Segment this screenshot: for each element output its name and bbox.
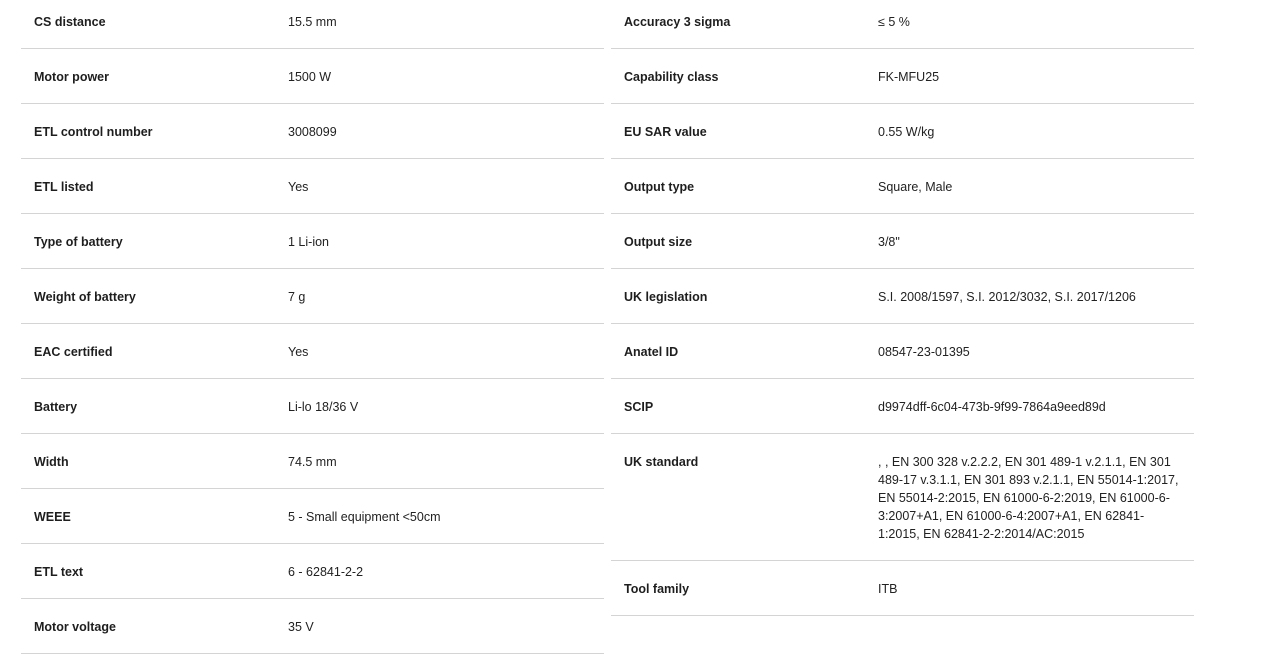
spec-label: EU SAR value bbox=[624, 125, 707, 139]
spec-label: Battery bbox=[34, 400, 78, 414]
spec-value: Yes bbox=[288, 180, 309, 194]
spec-label: SCIP bbox=[624, 400, 654, 414]
spec-value: 1500 W bbox=[288, 70, 332, 84]
spec-value: S.I. 2008/1597, S.I. 2012/3032, S.I. 201… bbox=[878, 290, 1136, 304]
spec-label: ETL listed bbox=[34, 180, 94, 194]
spec-label: WEEE bbox=[34, 510, 71, 524]
spec-label: CS distance bbox=[34, 15, 106, 29]
spec-value: 7 g bbox=[288, 290, 306, 304]
spec-value: 6 - 62841-2-2 bbox=[288, 565, 364, 579]
spec-value: 1 Li-ion bbox=[288, 235, 329, 249]
spec-label: Output type bbox=[624, 180, 695, 194]
spec-value: 3/8" bbox=[878, 235, 900, 249]
spec-row: UK standard , , EN 300 328 v.2.2.2, EN 30… bbox=[611, 434, 1194, 561]
spec-value: , , EN 300 328 v.2.2.2, EN 301 489-1 v.2… bbox=[878, 455, 1179, 541]
spec-label: Anatel ID bbox=[624, 345, 679, 359]
spec-label: UK legislation bbox=[624, 290, 708, 304]
spec-label: Type of battery bbox=[34, 235, 123, 249]
spec-label: UK standard bbox=[624, 455, 699, 469]
spec-row: CS distance 15.5 mm bbox=[21, 0, 604, 49]
spec-row: EU SAR value 0.55 W/kg bbox=[611, 104, 1194, 159]
spec-row: Battery Li-lo 18/36 V bbox=[21, 379, 604, 434]
spec-row: Output type Square, Male bbox=[611, 159, 1194, 214]
spec-row: Anatel ID 08547-23-01395 bbox=[611, 324, 1194, 379]
spec-value: Square, Male bbox=[878, 180, 953, 194]
spec-label: Motor voltage bbox=[34, 620, 116, 634]
spec-label: Weight of battery bbox=[34, 290, 136, 304]
spec-value: Li-lo 18/36 V bbox=[288, 400, 359, 414]
spec-row: Type of battery 1 Li-ion bbox=[21, 214, 604, 269]
spec-value: 5 - Small equipment <50cm bbox=[288, 510, 441, 524]
spec-value: 08547-23-01395 bbox=[878, 345, 970, 359]
spec-row: Accuracy 3 sigma ≤ 5 % bbox=[611, 0, 1194, 49]
spec-row: ETL control number 3008099 bbox=[21, 104, 604, 159]
spec-label: ETL text bbox=[34, 565, 84, 579]
spec-row: Capability class FK-MFU25 bbox=[611, 49, 1194, 104]
spec-row: Weight of battery 7 g bbox=[21, 269, 604, 324]
spec-value: FK-MFU25 bbox=[878, 70, 940, 84]
spec-value: 35 V bbox=[288, 620, 314, 634]
spec-row: WEEE 5 - Small equipment <50cm bbox=[21, 489, 604, 544]
spec-row: Width 74.5 mm bbox=[21, 434, 604, 489]
spec-row: Motor voltage 35 V bbox=[21, 599, 604, 654]
spec-value: d9974dff-6c04-473b-9f99-7864a9eed89d bbox=[878, 400, 1106, 414]
spec-row: Tool family ITB bbox=[611, 561, 1194, 616]
spec-table-left: CS distance 15.5 mm Motor power 1500 W ETL c… bbox=[21, 0, 604, 654]
spec-row: EAC certified Yes bbox=[21, 324, 604, 379]
spec-value: 15.5 mm bbox=[288, 15, 337, 29]
spec-label: Capability class bbox=[624, 70, 719, 84]
spec-label: Width bbox=[34, 455, 69, 469]
spec-label: Accuracy 3 sigma bbox=[624, 15, 731, 29]
spec-label: ETL control number bbox=[34, 125, 153, 139]
spec-label: Motor power bbox=[34, 70, 109, 84]
spec-label: Output size bbox=[624, 235, 693, 249]
spec-row: SCIP d9974dff-6c04-473b-9f99-7864a9eed89d bbox=[611, 379, 1194, 434]
spec-label: Tool family bbox=[624, 582, 690, 596]
spec-row: ETL listed Yes bbox=[21, 159, 604, 214]
spec-value: ITB bbox=[878, 582, 898, 596]
spec-value: ≤ 5 % bbox=[878, 15, 910, 29]
spec-label: EAC certified bbox=[34, 345, 113, 359]
spec-row: Motor power 1500 W bbox=[21, 49, 604, 104]
spec-value: 74.5 mm bbox=[288, 455, 337, 469]
spec-value: Yes bbox=[288, 345, 309, 359]
spec-row: ETL text 6 - 62841-2-2 bbox=[21, 544, 604, 599]
spec-row: Output size 3/8" bbox=[611, 214, 1194, 269]
spec-table-right: Accuracy 3 sigma ≤ 5 % Capability class FK-… bbox=[611, 0, 1194, 616]
spec-value: 0.55 W/kg bbox=[878, 125, 935, 139]
spec-value: 3008099 bbox=[288, 125, 337, 139]
spec-row: UK legislation S.I. 2008/1597, S.I. 2012/… bbox=[611, 269, 1194, 324]
